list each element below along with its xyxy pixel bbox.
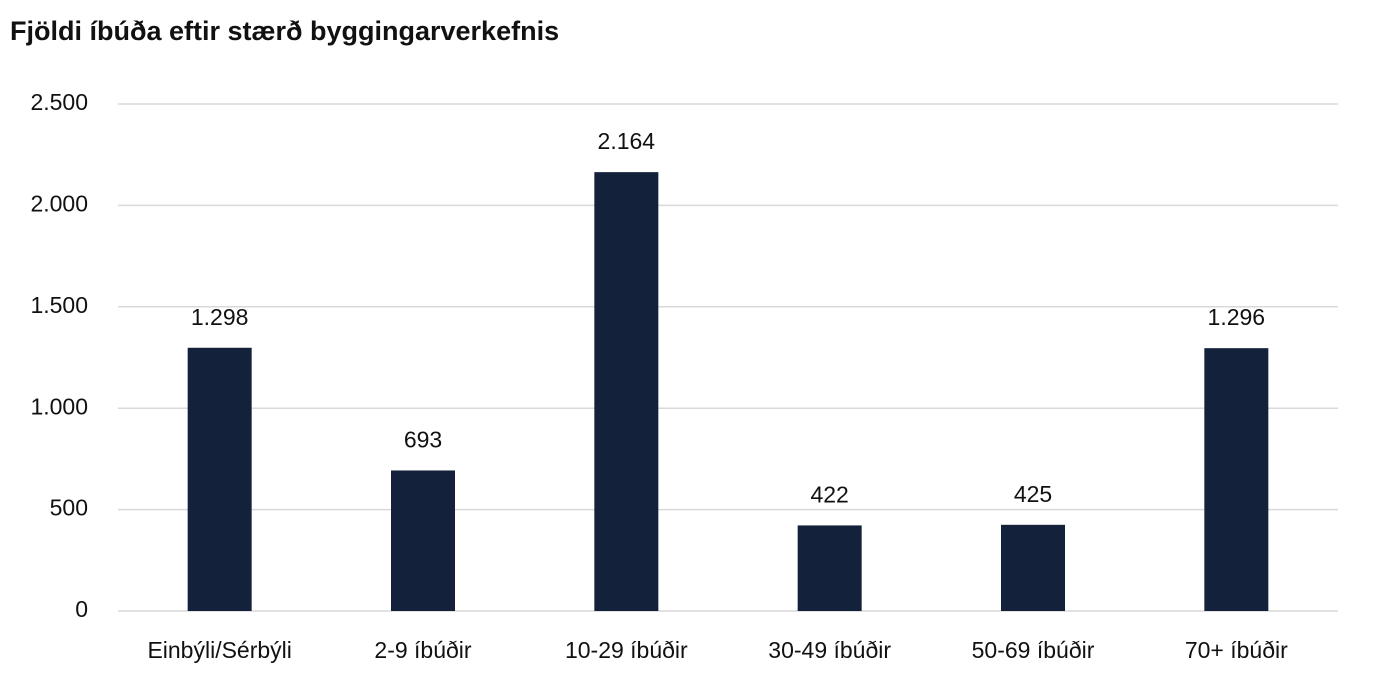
bar xyxy=(594,172,659,611)
x-tick-label: Einbýli/Sérbýli xyxy=(147,637,291,663)
x-tick-label: 50-69 íbúðir xyxy=(972,637,1095,663)
bar xyxy=(1204,348,1269,611)
x-tick-label: 70+ íbúðir xyxy=(1185,637,1288,663)
bar xyxy=(797,525,862,611)
y-tick-label: 0 xyxy=(75,596,88,622)
value-label: 1.298 xyxy=(191,304,249,330)
bar xyxy=(1001,524,1065,611)
y-tick-label: 2.500 xyxy=(30,89,88,115)
value-label: 693 xyxy=(404,427,442,453)
value-label: 422 xyxy=(810,481,848,507)
bar xyxy=(187,347,252,611)
value-label: 1.296 xyxy=(1208,304,1266,330)
value-label: 2.164 xyxy=(598,128,656,154)
bar xyxy=(391,470,455,611)
y-tick-label: 1.000 xyxy=(30,393,88,419)
x-tick-label: 10-29 íbúðir xyxy=(565,637,688,663)
y-tick-label: 1.500 xyxy=(30,292,88,318)
value-label: 425 xyxy=(1014,481,1052,507)
x-tick-label: 30-49 íbúðir xyxy=(768,637,891,663)
y-tick-label: 2.000 xyxy=(30,190,88,216)
chart-title: Fjöldi íbúða eftir stærð byggingarverkef… xyxy=(10,16,559,46)
y-tick-label: 500 xyxy=(50,495,88,521)
x-tick-label: 2-9 íbúðir xyxy=(374,637,472,663)
